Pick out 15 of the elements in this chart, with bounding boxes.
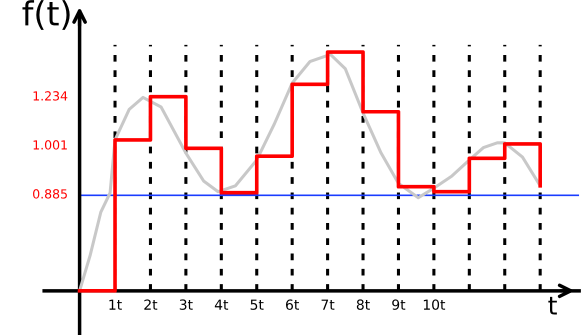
x-tick-label: 4t [214,300,228,310]
annotation: 1.234 [34,91,68,101]
x-tick-label: 6t [286,299,299,310]
x-tick-label: 5t [250,300,264,310]
x-tick-label: 8t [356,299,370,310]
x-tick-label: 2t [144,299,158,310]
x-tick-label: 7t [322,300,334,310]
x-tick-label: 9t [392,299,406,310]
x-tick-label: 1t [109,300,122,310]
x-tick-label: 10t [424,299,446,310]
x-axis-title: t [548,296,557,314]
annotation: 0.885 [33,189,67,199]
annotation: 1.001 [34,140,67,150]
y-axis-title: f(t) [22,0,70,30]
x-tick-label: 3t [180,299,193,310]
